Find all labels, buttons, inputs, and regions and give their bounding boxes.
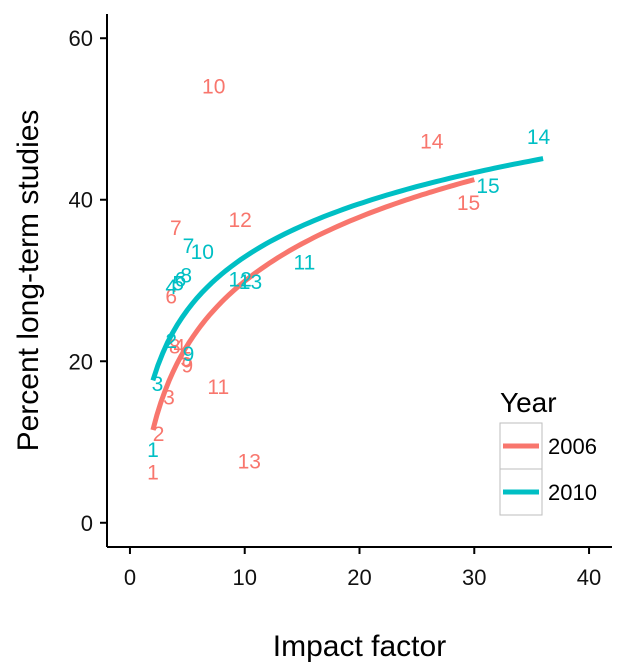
x-tick-label: 0 <box>124 565 136 590</box>
y-axis: 0 20 40 60 <box>69 26 107 536</box>
y-tick-label: 0 <box>81 511 93 536</box>
point-label-2006-6: 6 <box>165 286 177 309</box>
point-label-2006-8: 8 <box>169 336 181 359</box>
x-tick-label: 10 <box>232 565 256 590</box>
point-label-2006-9: 9 <box>181 354 193 377</box>
point-label-2010-7: 7 <box>183 235 195 258</box>
point-label-2010-4: 4 <box>165 276 177 299</box>
point-label-2006-15: 15 <box>457 192 480 215</box>
point-label-2006-11: 11 <box>207 376 229 399</box>
fit-lines <box>150 156 544 431</box>
point-label-2006-7: 7 <box>170 217 182 240</box>
point-label-2006-1: 1 <box>147 462 159 485</box>
point-label-2010-10: 10 <box>191 241 214 264</box>
point-label-2010-5: 5 <box>172 273 184 296</box>
y-axis-title: Percent long-term studies <box>12 110 45 452</box>
y-tick-label: 20 <box>69 349 93 374</box>
x-tick-label: 20 <box>347 565 371 590</box>
point-label-2010-13: 13 <box>239 271 262 294</box>
point-label-2006-3: 3 <box>163 387 175 410</box>
y-tick-label: 60 <box>69 26 93 51</box>
point-label-2006-2: 2 <box>153 423 165 446</box>
point-label-2010-15: 15 <box>476 175 499 198</box>
x-tick-label: 40 <box>577 565 601 590</box>
fit-line-2010 <box>150 156 544 382</box>
legend-label-2010: 2010 <box>548 480 597 505</box>
point-label-2006-14: 14 <box>420 131 444 154</box>
point-label-2006-4: 4 <box>173 336 185 359</box>
point-label-2010-11: 11 <box>294 252 316 275</box>
legend: Year 2006 2010 <box>492 372 612 522</box>
legend-title: Year <box>500 387 557 418</box>
point-label-2010-12: 12 <box>228 269 251 292</box>
legend-label-2006: 2006 <box>548 434 597 459</box>
point-label-2010-6: 6 <box>175 269 187 292</box>
point-label-2006-12: 12 <box>228 209 251 232</box>
point-label-2010-8: 8 <box>180 265 192 288</box>
point-label-2006-10: 10 <box>202 76 225 99</box>
point-label-2006-5: 5 <box>180 349 192 372</box>
y-tick-label: 40 <box>69 188 93 213</box>
point-label-2006-13: 13 <box>238 450 261 473</box>
x-axis-title: Impact factor <box>273 630 446 663</box>
point-label-2010-14: 14 <box>527 126 551 149</box>
point-label-2010-3: 3 <box>152 373 164 396</box>
point-label-2010-9: 9 <box>183 343 195 366</box>
fit-line-2006 <box>150 177 475 431</box>
x-axis: 0 10 20 30 40 <box>124 547 601 590</box>
point-label-2010-1: 1 <box>147 439 159 462</box>
x-tick-label: 30 <box>462 565 486 590</box>
point-label-2010-2: 2 <box>165 330 177 353</box>
